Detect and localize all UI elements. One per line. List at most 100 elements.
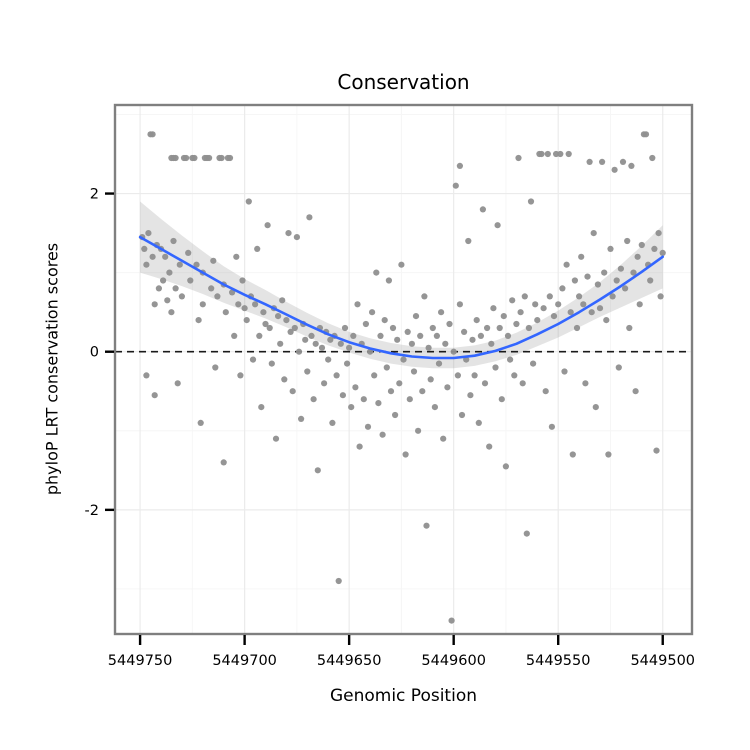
- data-point: [341, 324, 349, 332]
- data-point: [651, 245, 658, 252]
- data-point: [233, 253, 240, 260]
- data-point: [412, 313, 420, 320]
- data-point: [573, 324, 581, 332]
- data-point: [486, 443, 493, 450]
- data-point: [415, 427, 422, 434]
- data-point: [538, 150, 545, 158]
- x-axis-label: Genomic Position: [329, 686, 478, 706]
- data-point: [525, 324, 533, 332]
- data-point: [283, 317, 290, 324]
- data-point: [582, 380, 589, 387]
- data-point: [561, 368, 568, 375]
- data-point: [534, 317, 541, 324]
- data-point: [523, 530, 530, 537]
- data-point: [195, 317, 202, 324]
- data-point: [337, 340, 344, 347]
- data-point: [318, 344, 326, 351]
- data-point: [260, 309, 267, 316]
- data-point: [333, 372, 340, 379]
- data-point: [615, 364, 622, 371]
- data-point: [279, 297, 286, 304]
- data-point: [212, 364, 219, 371]
- data-point: [619, 158, 627, 165]
- data-point: [254, 245, 261, 252]
- data-point: [266, 324, 273, 332]
- data-point: [406, 396, 413, 403]
- data-point: [419, 388, 426, 395]
- data-point: [421, 293, 428, 300]
- data-point: [527, 198, 535, 205]
- y-tick-label: -2: [85, 503, 99, 519]
- data-point: [636, 301, 643, 308]
- data-point: [214, 293, 221, 300]
- data-point: [592, 404, 599, 411]
- data-point: [596, 305, 604, 312]
- data-point: [605, 451, 612, 458]
- y-tick-label: 2: [90, 187, 99, 203]
- data-point: [291, 324, 298, 332]
- data-point: [475, 419, 482, 426]
- data-point: [176, 261, 183, 268]
- x-tick-label: 5449750: [108, 653, 173, 669]
- data-point: [452, 182, 459, 189]
- data-point: [191, 154, 198, 162]
- data-point: [172, 285, 179, 292]
- data-point: [611, 166, 618, 173]
- data-point: [657, 293, 664, 300]
- data-point: [542, 388, 549, 395]
- data-point: [599, 158, 606, 165]
- data-point: [275, 313, 282, 320]
- data-point: [197, 419, 204, 426]
- data-point: [369, 309, 376, 316]
- data-point: [162, 253, 169, 260]
- data-point: [544, 150, 551, 158]
- data-point: [461, 328, 468, 335]
- data-point: [580, 301, 587, 308]
- data-point: [624, 237, 631, 245]
- data-point: [517, 309, 524, 316]
- data-point: [425, 344, 432, 351]
- data-point: [431, 404, 438, 411]
- data-point: [160, 277, 167, 284]
- data-point: [375, 400, 382, 407]
- data-point: [210, 257, 217, 264]
- data-point: [548, 423, 556, 430]
- data-point: [268, 360, 275, 367]
- data-point: [145, 230, 152, 237]
- data-point: [446, 320, 453, 328]
- data-point: [588, 309, 595, 316]
- data-point: [262, 320, 269, 328]
- data-point: [377, 332, 384, 339]
- data-point: [143, 372, 150, 379]
- data-point: [168, 309, 175, 316]
- data-point: [546, 293, 553, 300]
- data-point: [149, 253, 156, 260]
- data-point: [245, 198, 252, 205]
- x-tick-label: 5449500: [630, 653, 695, 669]
- data-point: [185, 249, 192, 256]
- x-tick-label: 5449600: [421, 653, 486, 669]
- data-point: [515, 154, 522, 162]
- data-point: [481, 380, 489, 387]
- data-point: [396, 380, 403, 387]
- x-tick-label: 5449700: [212, 653, 277, 669]
- data-point: [427, 376, 434, 383]
- data-point: [379, 431, 386, 438]
- data-point: [490, 305, 497, 312]
- confidence-ribbon: [140, 201, 663, 369]
- data-point: [364, 423, 372, 430]
- data-point: [252, 301, 259, 308]
- data-point: [183, 154, 190, 162]
- data-point: [264, 222, 271, 229]
- data-point: [321, 380, 328, 387]
- data-point: [348, 404, 355, 411]
- data-point: [287, 328, 294, 335]
- data-point: [504, 332, 512, 339]
- data-point: [601, 269, 608, 276]
- data-point: [335, 577, 342, 585]
- data-point: [498, 396, 505, 403]
- data-point: [249, 356, 257, 363]
- data-point: [222, 309, 229, 316]
- data-point: [256, 332, 263, 339]
- data-point: [329, 419, 336, 426]
